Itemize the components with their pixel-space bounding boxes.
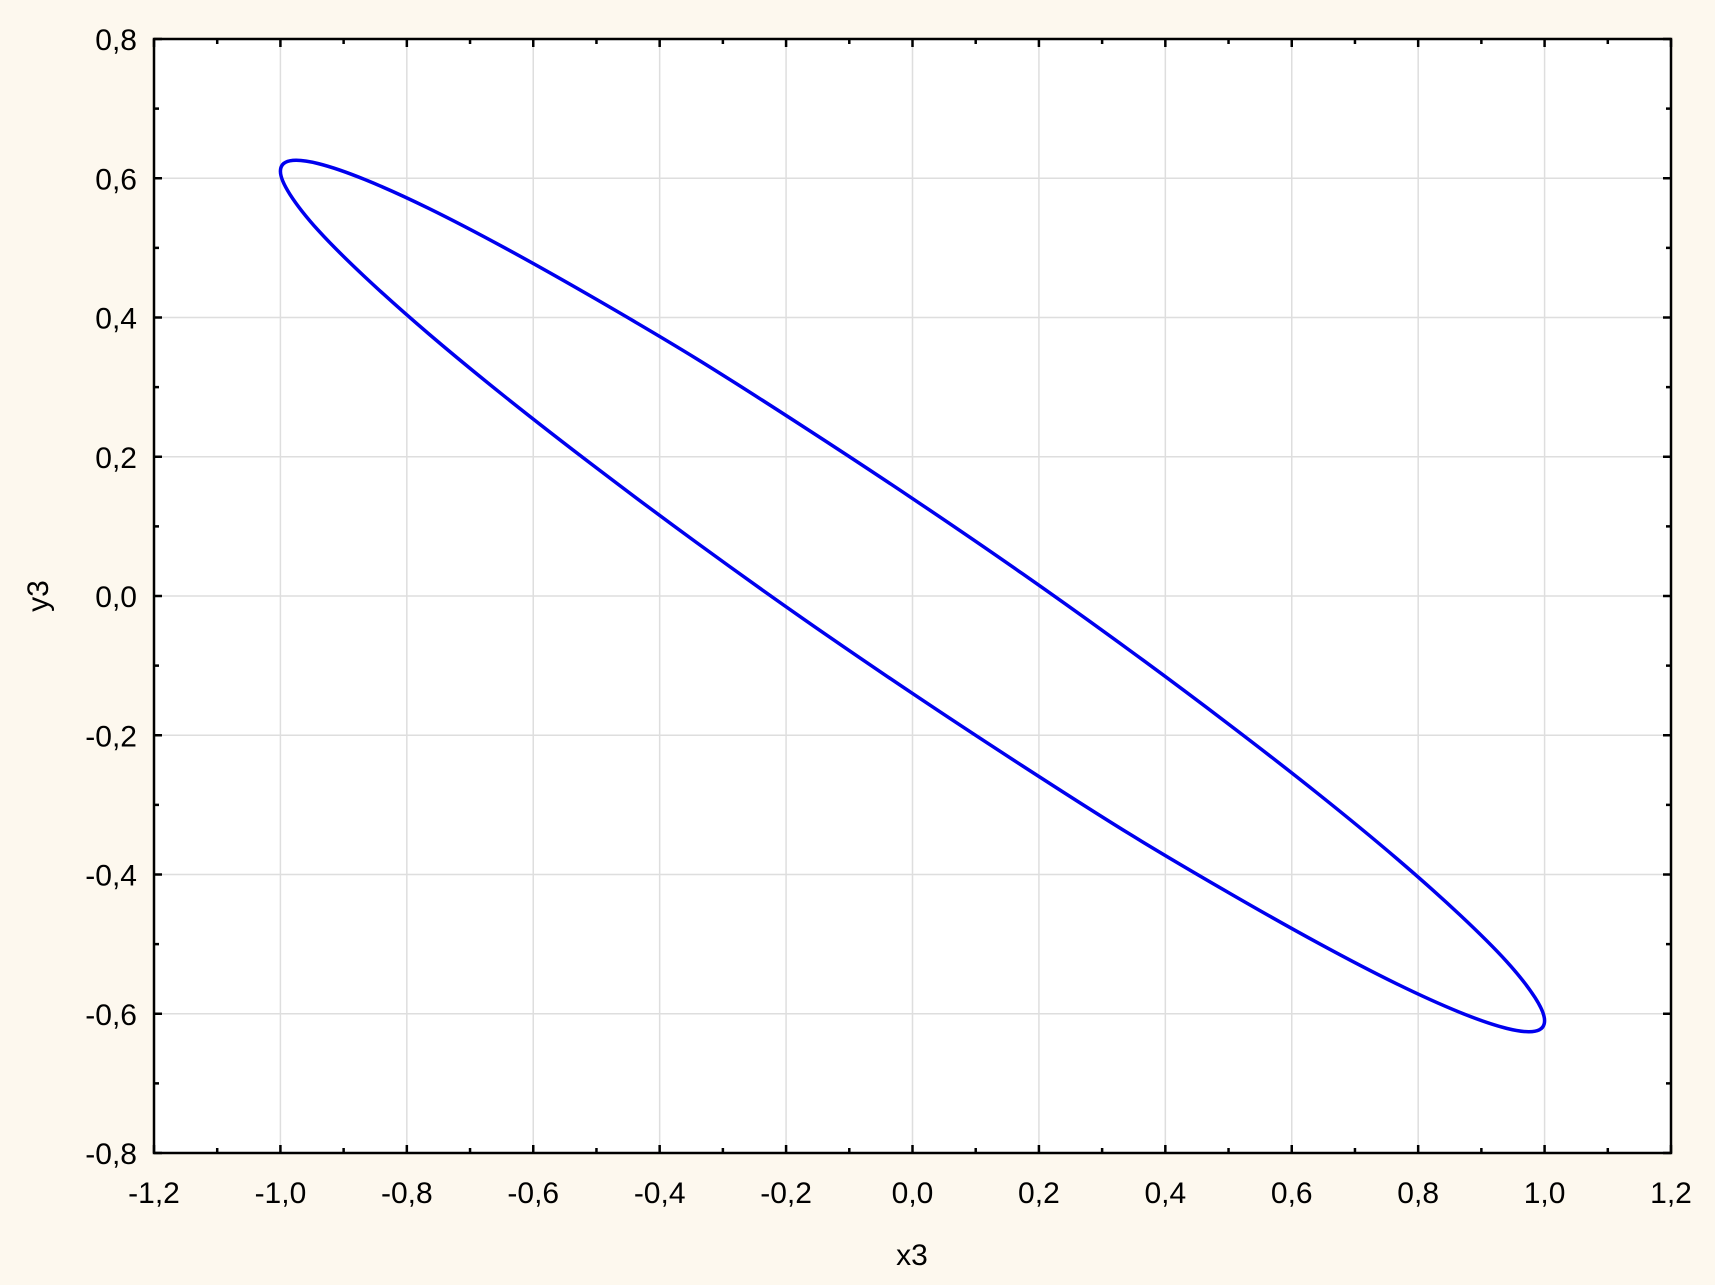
y-tick-label: 0,6 <box>95 163 137 196</box>
x-tick-label: 0,6 <box>1271 1177 1313 1210</box>
x-tick-label: -1,2 <box>128 1177 180 1210</box>
grid <box>154 39 1671 1153</box>
y-tick-label: 0,4 <box>95 303 137 336</box>
plot-frame <box>152 37 1673 1155</box>
x-axis-title: x3 <box>896 1239 928 1272</box>
x-tick-label: -0,6 <box>507 1177 559 1210</box>
x-tick-label: -0,4 <box>634 1177 686 1210</box>
x-tick-label: 0,0 <box>892 1177 934 1210</box>
x-tick-label: 1,2 <box>1650 1177 1692 1210</box>
y-tick-label: -0,2 <box>85 720 137 753</box>
y-tick-label: -0,4 <box>85 860 137 893</box>
x-tick-label: 0,4 <box>1144 1177 1186 1210</box>
ellipse-series-line <box>278 158 1547 1034</box>
x-tick-label: -0,8 <box>381 1177 433 1210</box>
x-tick-label: -0,2 <box>760 1177 812 1210</box>
y-tick-label: -0,6 <box>85 999 137 1032</box>
x-tick-label: 1,0 <box>1524 1177 1566 1210</box>
y-tick-label: 0,0 <box>95 581 137 614</box>
y-tick-label: 0,8 <box>95 24 137 57</box>
x-tick-label: -1,0 <box>255 1177 307 1210</box>
x-tick-labels: -1,2 -1,0 -0,8 -0,6 -0,4 -0,2 0,0 0,2 0,4 0,6 0,8 1… <box>128 1177 1692 1210</box>
y-tick-label: -0,8 <box>85 1138 137 1171</box>
x-tick-label: 0,2 <box>1018 1177 1060 1210</box>
x-tick-label: 0,8 <box>1397 1177 1439 1210</box>
y-tick-labels: 0,8 0,6 0,4 0,2 0,0 -0,2 -0,4 -0,6 -0,8 <box>85 24 137 1171</box>
y-axis-title: y3 <box>22 580 55 612</box>
y-tick-label: 0,2 <box>95 442 137 475</box>
